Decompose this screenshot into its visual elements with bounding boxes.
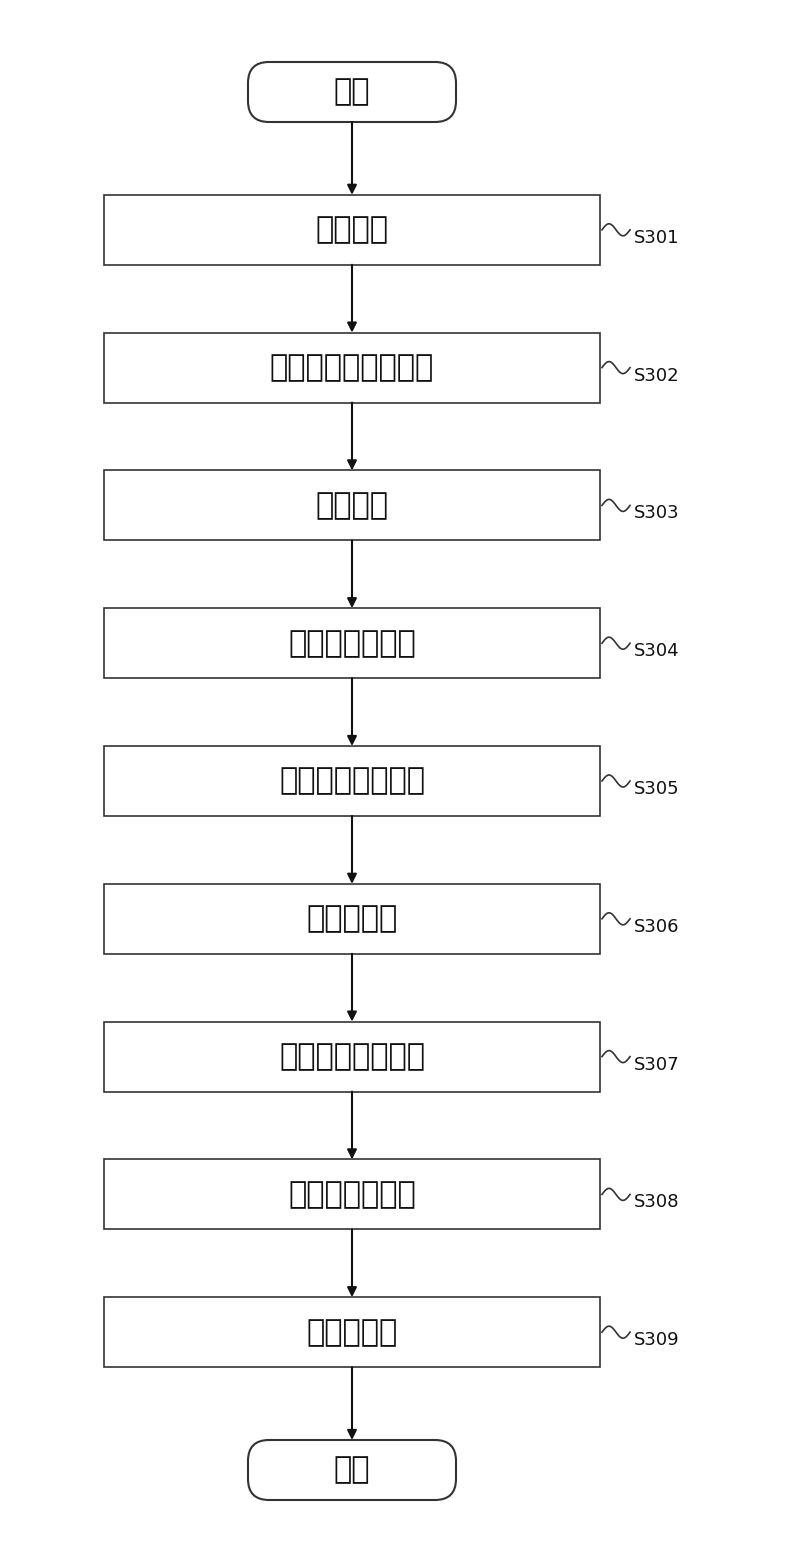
Text: S303: S303 [634,505,680,522]
Text: S306: S306 [634,918,679,936]
Text: S302: S302 [634,367,680,384]
Bar [104,1296,600,1367]
Text: 将基片与盖片复合: 将基片与盖片复合 [279,767,425,795]
Bar [104,1159,600,1229]
Text: S308: S308 [634,1193,679,1212]
Text: 模具加工: 模具加工 [315,216,389,244]
Bar [104,747,600,815]
Bar [104,1022,600,1092]
FancyBboxPatch shape [248,62,456,122]
Text: 紫外光固化: 紫外光固化 [306,904,398,934]
Text: S309: S309 [634,1331,680,1350]
Text: 分离成单片: 分离成单片 [306,1318,398,1346]
Text: S307: S307 [634,1056,680,1073]
Text: S305: S305 [634,779,680,798]
Text: 开始: 开始 [334,78,370,106]
FancyBboxPatch shape [248,1440,456,1500]
Bar [104,470,600,540]
Text: 注塑加工: 注塑加工 [315,490,389,520]
Text: S304: S304 [634,642,680,661]
Bar [104,884,600,954]
Text: 基片与盖片粘合: 基片与盖片粘合 [288,1179,416,1209]
Bar [104,333,600,403]
Bar [104,195,600,266]
Text: 分割；检验；包装: 分割；检验；包装 [279,1042,425,1072]
Text: 深孔电铸，模具成型: 深孔电铸，模具成型 [270,353,434,383]
Text: S301: S301 [634,228,679,247]
Text: 基片或盖片打孔: 基片或盖片打孔 [288,628,416,658]
Bar [104,608,600,678]
Text: 结束: 结束 [334,1456,370,1484]
